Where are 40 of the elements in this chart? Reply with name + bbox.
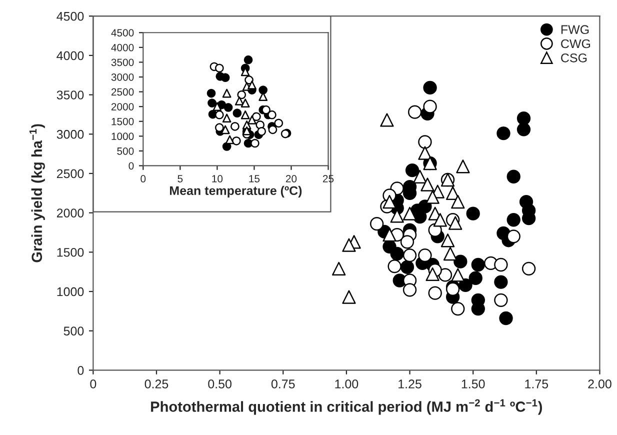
x-tick-label: 0.50 (208, 380, 232, 388)
y-tick-label: 1500 (112, 118, 134, 126)
y-tick-label: 500 (117, 147, 134, 155)
legend-label: CSG (561, 53, 587, 62)
x-tick-label: 0.75 (271, 380, 295, 388)
y-tick-label: 1500 (57, 248, 84, 257)
y-tick-label: 4500 (111, 29, 134, 36)
y-tick-label: 3000 (111, 73, 134, 81)
x-tick-label: 1.25 (398, 380, 422, 388)
x-tick-label: 1.50 (462, 380, 485, 388)
x-tick-label: 5 (178, 175, 183, 182)
x-tick-label: 2.00 (588, 380, 612, 388)
legend-label: CWG (561, 39, 590, 48)
x-tick-label: 0 (90, 380, 96, 388)
y-tick-label: 4000 (56, 51, 84, 60)
y-tick-label: 1000 (112, 132, 134, 140)
x-tick-label: 20 (286, 175, 297, 182)
y-tick-label: 1000 (57, 287, 84, 296)
x-tick-label: 10 (212, 175, 223, 182)
y-tick-label: 2500 (111, 88, 134, 96)
y-tick-label: 3000 (56, 130, 84, 139)
y-tick-label: 3500 (111, 58, 134, 66)
y-tick-label: 2000 (111, 103, 134, 110)
y-tick-label: 4000 (111, 44, 134, 52)
y-tick-label: 500 (64, 326, 84, 336)
x-tick-label: 0.25 (144, 380, 168, 388)
x-axis-title: Mean temperature (ºC) (170, 186, 302, 198)
x-tick-label: 1.75 (525, 380, 548, 388)
y-tick-label: 2500 (56, 169, 84, 178)
y-tick-label: 0 (128, 162, 134, 170)
x-tick-label: 0 (140, 175, 146, 182)
x-tick-label: 15 (249, 175, 260, 182)
y-tick-label: 3500 (56, 90, 84, 100)
x-tick-label: 1.00 (335, 380, 358, 388)
y-tick-label: 2000 (56, 208, 84, 218)
y-tick-label: 0 (78, 366, 84, 375)
legend-label: FWG (561, 25, 589, 34)
y-axis-title: Grain yield (kg ha$^{−1}$) (29, 124, 45, 262)
x-axis-title: Photothermal quotient in critical period (MJ m$^{−2}$ d$^{−1}$ ºC$^{−1}$) (151, 399, 542, 415)
y-tick-label: 4500 (56, 12, 84, 21)
